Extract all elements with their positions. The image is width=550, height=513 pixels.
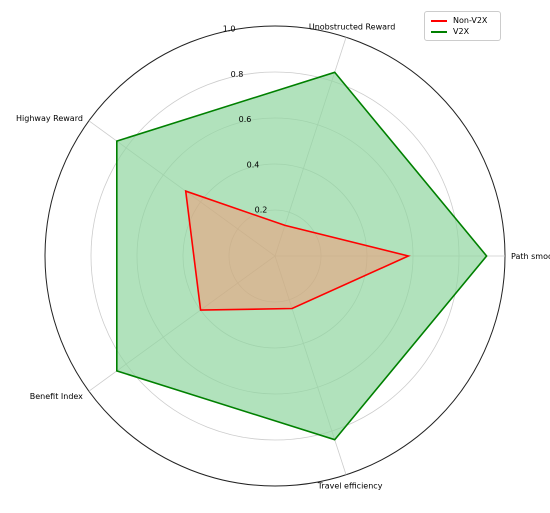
series-v2x [116,71,488,441]
radial-tick-label-3: 0.8 [231,70,244,79]
radial-tick-label-4: 1.0 [223,24,236,33]
radar-series [116,71,488,441]
legend-item-v2x: V2X [431,26,500,37]
axis-label-travel-efficiency: Travel efficiency [317,482,383,491]
axis-label-unobstructed-reward: Unobstructed Reward [309,22,395,31]
legend-swatch-v2x [431,30,447,33]
radar-labels: 0.2 0.4 0.6 0.8 1.0 Path smoothness Unobstruct… [16,22,550,490]
legend-label-non-v2x: Non-V2X [453,16,488,25]
axis-label-highway-reward: Highway Reward [16,114,83,123]
legend-label-v2x: V2X [453,27,470,36]
axis-label-benefit-index: Benefit Index [30,392,83,401]
radial-tick-label-1: 0.4 [247,160,260,169]
legend-item-non-v2x: Non-V2X [431,15,500,26]
axis-label-path-smoothness: Path smoothness [511,252,550,261]
legend: Non-V2X V2X [424,11,501,41]
legend-swatch-non-v2x [431,19,447,22]
radial-tick-label-0: 0.2 [255,206,268,215]
series-non-v2x [184,189,411,311]
radial-tick-label-2: 0.6 [239,115,252,124]
